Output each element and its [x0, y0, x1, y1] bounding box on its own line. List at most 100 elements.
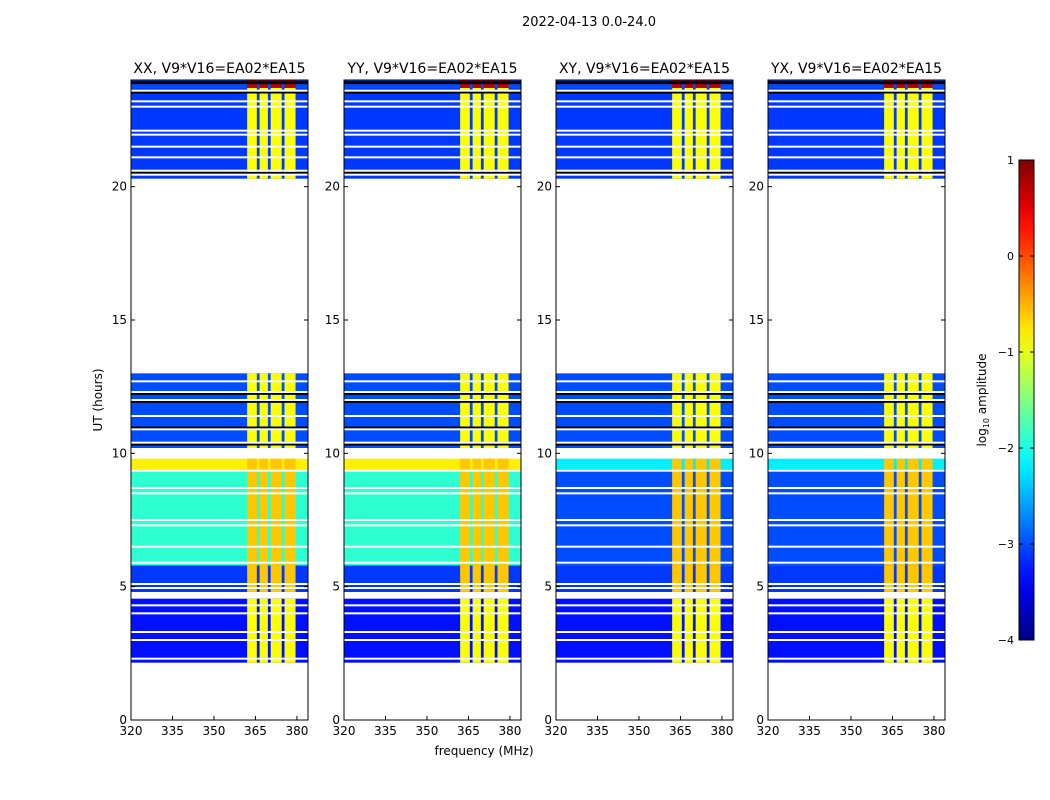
flagged-row: [556, 604, 733, 607]
rfi-column: [270, 469, 282, 566]
figure-title: 2022-04-13 0.0-24.0: [522, 15, 656, 30]
dark-row: [768, 81, 945, 85]
flagged-row: [344, 415, 521, 417]
dark-row: [131, 90, 308, 94]
dark-row: [556, 391, 733, 395]
flagged-row: [768, 89, 945, 92]
rfi-column: [259, 88, 268, 179]
rfi-column: [483, 458, 495, 470]
rfi-column: [483, 598, 495, 663]
rfi-column: [259, 373, 268, 448]
flagged-row: [556, 657, 733, 660]
flagged-row: [131, 492, 308, 495]
flagged-row: [768, 492, 945, 495]
y-tick-label: 5: [544, 580, 552, 594]
flagged-row: [556, 441, 733, 444]
rfi-column: [259, 565, 268, 592]
flagged-row: [344, 391, 521, 393]
panel-frame: [343, 79, 522, 721]
flagged-row: [556, 587, 733, 589]
flagged-row: [131, 631, 308, 633]
time-block: [556, 458, 733, 470]
flagged-row: [131, 639, 308, 641]
flagged-row: [768, 469, 945, 472]
rfi-column: [259, 598, 268, 663]
rfi-column: [472, 373, 481, 448]
rfi-column: [497, 598, 509, 663]
flagged-row: [768, 169, 945, 172]
x-tick-label: 335: [161, 724, 184, 738]
rfi-column: [284, 565, 296, 592]
flagged-row: [768, 604, 945, 607]
rfi-column: [884, 458, 894, 470]
flagged-row: [556, 631, 733, 633]
rfi-column: [472, 598, 481, 663]
rfi-column: [472, 458, 481, 470]
flagged-row: [556, 156, 733, 159]
rfi-column: [284, 88, 296, 179]
rfi-column: [896, 458, 905, 470]
rfi-column: [921, 565, 933, 592]
flagged-row: [344, 380, 521, 383]
panel-title: YY, V9*V16=EA02*EA15: [346, 61, 517, 77]
dark-row: [344, 171, 521, 175]
x-tick-label: 350: [840, 724, 863, 738]
flagged-row: [344, 583, 521, 585]
rfi-column: [907, 469, 919, 566]
flagged-row: [344, 100, 521, 103]
rfi-column: [247, 565, 257, 592]
flagged-row: [556, 129, 733, 132]
x-tick-label: 380: [922, 724, 945, 738]
rfi-column: [921, 598, 933, 663]
flagged-row: [556, 664, 733, 667]
flagged-row: [131, 587, 308, 589]
flagged-row: [768, 487, 945, 489]
rfi-column: [247, 469, 257, 566]
rfi-column: [270, 88, 282, 179]
flagged-row: [344, 664, 521, 667]
flagged-row: [556, 469, 733, 472]
flagged-row: [131, 100, 308, 103]
rfi-column: [460, 373, 470, 448]
rfi-column: [884, 598, 894, 663]
rfi-column: [884, 373, 894, 448]
flagged-row: [768, 105, 945, 108]
flagged-row: [344, 173, 521, 176]
dark-row: [556, 442, 733, 446]
rfi-column: [672, 458, 682, 470]
rfi-column: [483, 469, 495, 566]
flagged-row: [556, 492, 733, 495]
flagged-row: [131, 105, 308, 108]
rfi-column: [247, 373, 257, 448]
rfi-column: [921, 88, 933, 179]
flagged-row: [131, 415, 308, 417]
colorbar-tick-label: −2: [998, 442, 1014, 455]
flagged-row: [131, 524, 308, 527]
x-tick-label: 350: [416, 724, 439, 738]
flagged-row: [344, 545, 521, 548]
y-tick-label: 10: [537, 446, 552, 460]
y-tick-label: 10: [325, 446, 340, 460]
flagged-row: [131, 129, 308, 132]
flagged-row: [556, 639, 733, 641]
dark-row: [344, 90, 521, 94]
dark-row: [344, 399, 521, 403]
rfi-column: [907, 598, 919, 663]
y-tick-label: 5: [119, 580, 127, 594]
flagged-row: [768, 156, 945, 159]
flagged-row: [131, 664, 308, 667]
panel-title: XX, V9*V16=EA02*EA15: [133, 61, 305, 77]
rfi-column: [497, 88, 509, 179]
x-tick-label: 380: [498, 724, 521, 738]
flagged-row: [131, 145, 308, 148]
x-tick-label: 320: [757, 724, 780, 738]
y-tick-label: 15: [537, 313, 552, 327]
flagged-row: [556, 524, 733, 527]
dark-row: [768, 391, 945, 395]
x-tick-label: 365: [457, 724, 480, 738]
dark-row: [556, 399, 733, 403]
dark-row: [768, 399, 945, 403]
rfi-column: [709, 458, 721, 470]
